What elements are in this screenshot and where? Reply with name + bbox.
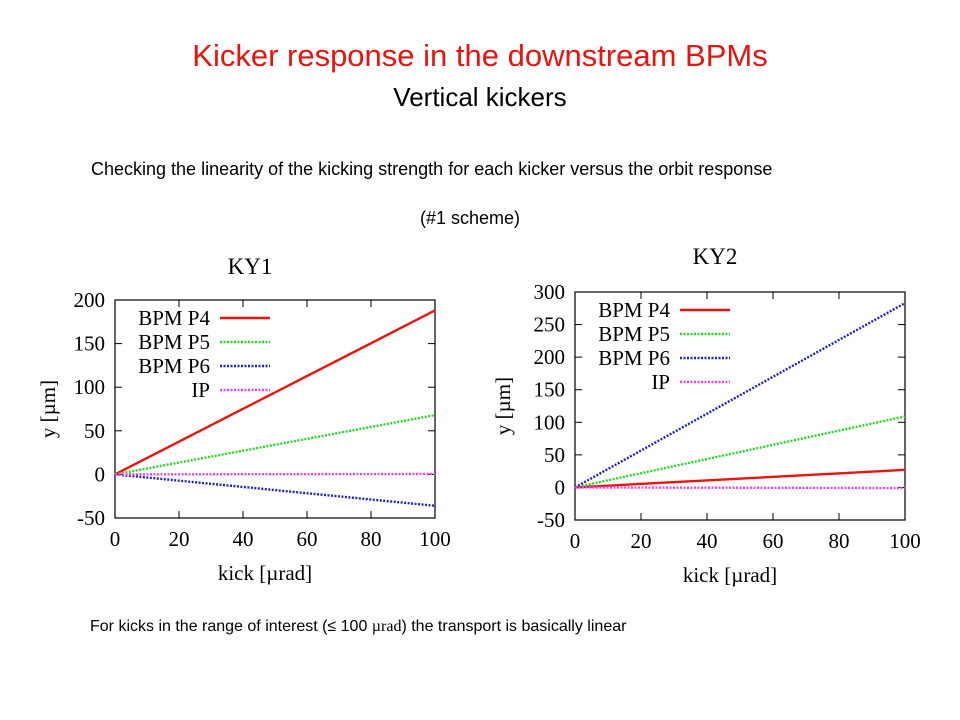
footnote-text-before: For kicks in the range of interest (≤ 10… [90,618,372,635]
x-tick-label: 60 [297,527,318,551]
y-tick-label: 0 [95,462,106,486]
slide-subtitle: Vertical kickers [393,82,567,112]
x-tick-label: 40 [697,529,718,553]
y-tick-label: 50 [84,419,105,443]
series-line-bpm-p4 [114,309,436,476]
legend-label: BPM P4 [138,306,210,330]
x-tick-label: 20 [169,527,190,551]
legend-label: BPM P4 [598,298,670,322]
x-axis-label: kick [µrad] [683,563,777,587]
x-tick-label: 0 [570,529,581,553]
x-tick-label: 80 [829,529,850,553]
footnote: For kicks in the range of interest (≤ 10… [90,618,626,636]
y-tick-label: 300 [534,280,566,304]
y-tick-label: 150 [534,378,566,402]
y-tick-label: 200 [534,345,566,369]
y-tick-label: -50 [537,508,565,532]
chart-ky1: KY1 -50 0 50 100 150 200 0 20 40 60 80 100 kick [µrad… [35,248,465,593]
series-line-bpm-p5 [114,413,436,476]
y-tick-label: -50 [77,506,105,530]
plot-frame [114,299,436,519]
legend-label: BPM P6 [138,354,210,378]
y-tick-label: 150 [74,332,106,356]
footnote-unit: µrad [371,618,402,635]
x-tick-label: 60 [763,529,784,553]
y-tick-label: 50 [544,443,565,467]
x-tick-label: 100 [889,529,921,553]
legend-label: BPM P5 [598,322,670,346]
footnote-text-after: ) the transport is basically linear [401,618,627,635]
x-tick-label: 100 [419,527,451,551]
legend-label: BPM P5 [138,330,210,354]
series-line-bpm-p6 [574,302,906,489]
y-tick-label: 200 [74,288,106,312]
chart-ky2: KY2 -50 0 50 100 150 200 250 300 0 20 40 60 80 100 kick… [490,240,930,595]
description-text: Checking the linearity of the kicking st… [91,159,773,179]
series-line-bpm-p4 [574,468,906,489]
y-axis-label: y [µm] [491,377,515,435]
x-tick-label: 40 [233,527,254,551]
legend-label: IP [191,378,210,402]
x-axis-label: kick [µrad] [218,561,312,585]
y-tick-label: 100 [74,375,106,399]
y-tick-label: 100 [534,410,566,434]
x-tick-label: 20 [631,529,652,553]
y-tick-label: 250 [534,313,566,337]
legend-label: BPM P6 [598,346,670,370]
plot-frame [574,291,906,521]
legend-label: IP [651,370,670,394]
slide-title: Kicker response in the downstream BPMs [192,38,768,73]
chart-title: KY2 [693,244,738,269]
y-axis-label: y [µm] [36,380,60,438]
chart-title: KY1 [228,254,273,279]
series-line-ip [574,486,906,490]
series-line-bpm-p6 [114,473,436,507]
x-tick-label: 80 [361,527,382,551]
x-tick-label: 0 [110,527,121,551]
y-tick-label: 0 [555,475,566,499]
series-line-bpm-p5 [574,415,906,489]
scheme-label: (#1 scheme) [419,208,521,228]
